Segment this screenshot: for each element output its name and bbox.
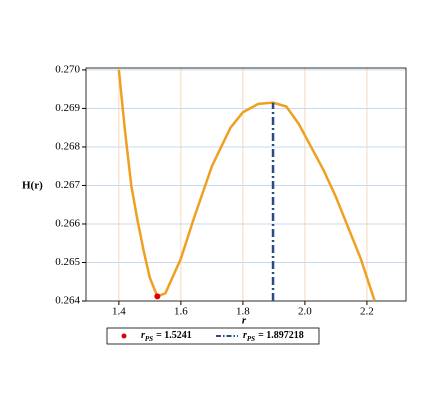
curve [117, 69, 376, 302]
plot-frame [85, 67, 407, 302]
x-tick-label: 2.2 [360, 306, 374, 318]
x-axis-label: r [242, 315, 247, 327]
x-tick-label: 1.4 [112, 306, 126, 318]
x-tick-label: 1.8 [236, 306, 250, 318]
point [154, 293, 161, 300]
y-tick-label: 0.267 [55, 179, 80, 191]
legend-label: rPS = 1.5241 [141, 330, 192, 342]
legend-label: rPS = 1.897218 [243, 330, 304, 342]
y-axis-label: H(r) [22, 180, 43, 192]
legend-subscript: PS [145, 335, 153, 343]
legend-value: = 1.5241 [156, 330, 192, 341]
legend-symbol [121, 333, 127, 339]
y-tick-label: 0.264 [55, 295, 80, 307]
y-tick-label: 0.265 [55, 256, 80, 268]
x-tick-label: 1.6 [174, 306, 188, 318]
x-tick-label: 2.0 [298, 306, 312, 318]
legend-symbol-text: r [243, 330, 247, 341]
legend-symbol-text: r [141, 330, 145, 341]
y-tick-label: 0.269 [55, 102, 80, 114]
legend-value: = 1.897218 [258, 330, 304, 341]
y-tick-label: 0.270 [55, 63, 80, 75]
legend-subscript: PS [247, 335, 255, 343]
legend-box [106, 327, 320, 345]
y-tick-label: 0.268 [55, 140, 80, 152]
y-tick-label: 0.266 [55, 218, 80, 230]
